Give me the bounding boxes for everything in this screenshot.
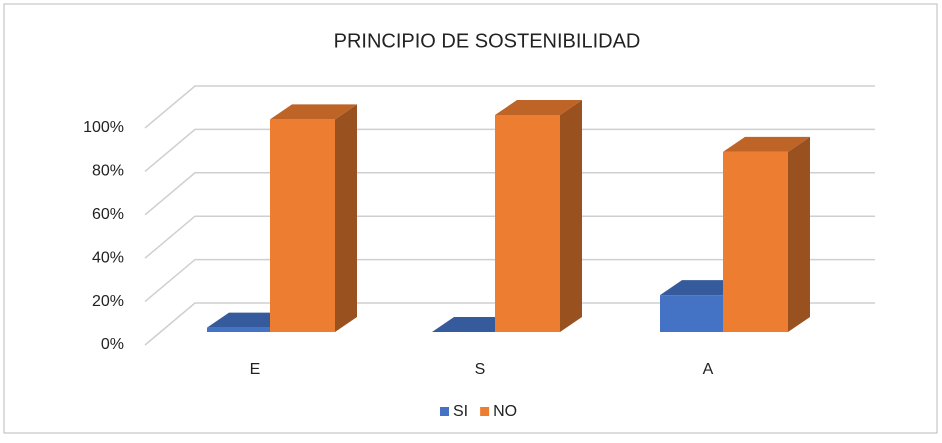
bar xyxy=(270,104,357,332)
bar-face xyxy=(207,327,270,332)
legend-label: SI xyxy=(453,403,468,420)
legend-swatch xyxy=(480,407,490,416)
bar-face xyxy=(495,115,560,332)
bar-face xyxy=(335,104,357,332)
legend-label: NO xyxy=(493,403,517,420)
chart-title: PRINCIPIO DE SOSTENIBILIDAD xyxy=(334,30,641,52)
grid-line xyxy=(144,85,875,129)
bar xyxy=(495,100,582,332)
bar xyxy=(723,136,810,332)
grid-line xyxy=(144,215,875,259)
bar-face xyxy=(660,295,723,332)
bar-face xyxy=(788,136,810,332)
y-tick-label: 100% xyxy=(83,119,124,136)
bar-face xyxy=(723,136,810,152)
x-tick-label: S xyxy=(475,361,486,378)
y-tick-label: 80% xyxy=(92,163,124,180)
grid-line xyxy=(144,172,875,216)
y-tick-label: 60% xyxy=(92,206,124,223)
grid-line xyxy=(144,302,875,346)
y-tick-label: 0% xyxy=(101,336,124,353)
legend-swatch xyxy=(440,407,449,416)
bar-face xyxy=(270,104,357,120)
bar-face xyxy=(495,100,582,115)
x-tick-label: E xyxy=(250,361,261,378)
y-tick-label: 40% xyxy=(92,249,124,266)
bar-face xyxy=(270,119,335,332)
bar-face xyxy=(723,151,788,332)
grid-line xyxy=(144,128,875,172)
grid-line xyxy=(144,258,875,303)
x-tick-label: A xyxy=(703,361,714,378)
bar-face xyxy=(560,100,582,332)
y-tick-label: 20% xyxy=(92,293,124,310)
